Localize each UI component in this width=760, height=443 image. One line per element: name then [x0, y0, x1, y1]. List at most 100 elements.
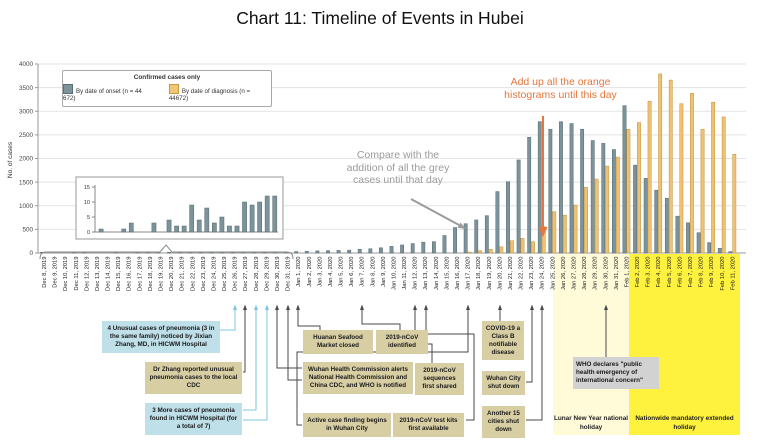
svg-text:Feb 6, 2020: Feb 6, 2020	[677, 257, 683, 288]
svg-text:Dec 21, 2019: Dec 21, 2019	[180, 257, 186, 291]
svg-text:Jan 25, 2020: Jan 25, 2020	[550, 257, 556, 291]
svg-text:Dec 10, 2019: Dec 10, 2019	[63, 257, 69, 291]
svg-text:4000: 4000	[19, 61, 34, 68]
svg-text:Dec 26, 2019: Dec 26, 2019	[233, 257, 239, 291]
orange-annotation-line1: Add up all the orange	[510, 76, 611, 88]
svg-text:Dec 29, 2019: Dec 29, 2019	[264, 257, 270, 291]
extended-holiday-label: Nationwide mandatory extended holiday	[635, 415, 734, 431]
grey-annotation-line1: Compare with the	[356, 149, 440, 161]
svg-text:5: 5	[87, 215, 90, 221]
svg-text:Jan 31, 2020: Jan 31, 2020	[614, 257, 620, 291]
svg-text:Jan 11, 2020: Jan 11, 2020	[402, 257, 408, 290]
svg-text:0: 0	[87, 230, 90, 236]
svg-text:Feb 1, 2020: Feb 1, 2020	[624, 257, 630, 288]
brace	[39, 244, 294, 260]
svg-text:Dec 23, 2019: Dec 23, 2019	[201, 257, 207, 291]
svg-text:Jan 29, 2020: Jan 29, 2020	[593, 257, 599, 291]
svg-text:Jan 2, 2020: Jan 2, 2020	[307, 257, 313, 287]
legend-diagnosis-label: By date of diagnosis (n = 44672)	[168, 88, 251, 102]
event-box-whc-alerts: Wuhan Health Commission alerts National …	[303, 362, 413, 394]
legend-onset-label: By date of onset (n = 44 672)	[63, 88, 142, 102]
svg-text:Dec 8, 2019: Dec 8, 2019	[42, 257, 48, 288]
svg-text:Jan 15, 2020: Jan 15, 2020	[444, 257, 450, 291]
svg-text:Jan 8, 2020: Jan 8, 2020	[370, 257, 376, 287]
svg-text:Jan 30, 2020: Jan 30, 2020	[603, 257, 609, 291]
svg-text:Jan 20, 2020: Jan 20, 2020	[497, 257, 503, 291]
event-box-zhang-report: Dr Zhang reported unusual pneumonia case…	[145, 362, 242, 394]
svg-text:Jan 4, 2020: Jan 4, 2020	[328, 257, 334, 287]
event-box-wuhan-shutdown: Wuhan City shut down	[482, 371, 525, 395]
svg-text:3000: 3000	[19, 108, 34, 115]
svg-text:Dec 19, 2019: Dec 19, 2019	[158, 257, 164, 291]
svg-text:Jan 12, 2020: Jan 12, 2020	[413, 257, 419, 291]
svg-text:Dec 18, 2019: Dec 18, 2019	[148, 257, 154, 291]
grey-annotation: Compare with the addition of all the gre…	[328, 149, 468, 187]
event-box-unusual-cases: 4 Unusual cases of pneumonia (3 in the s…	[102, 321, 220, 353]
svg-text:Feb 4, 2020: Feb 4, 2020	[656, 257, 662, 288]
svg-text:Jan 16, 2020: Jan 16, 2020	[455, 257, 461, 291]
event-box-test-kits: 2019-nCoV test kits first available	[393, 413, 464, 437]
svg-text:Jan 18, 2020: Jan 18, 2020	[476, 257, 482, 291]
svg-text:Dec 31, 2019: Dec 31, 2019	[286, 257, 292, 291]
svg-text:Dec 17, 2019: Dec 17, 2019	[137, 257, 143, 291]
svg-text:Dec 25, 2019: Dec 25, 2019	[222, 257, 228, 291]
svg-text:Jan 9, 2020: Jan 9, 2020	[381, 257, 387, 287]
svg-text:500: 500	[22, 227, 33, 234]
svg-text:2500: 2500	[19, 132, 34, 139]
legend: Confirmed cases only By date of onset (n…	[62, 70, 272, 107]
y-axis-label: No. of cases	[7, 141, 14, 178]
svg-text:Jan 28, 2020: Jan 28, 2020	[582, 257, 588, 291]
event-box-active-case-finding: Active case finding begins in Wuhan City	[303, 413, 391, 437]
svg-text:Dec 20, 2019: Dec 20, 2019	[169, 257, 175, 291]
svg-text:Jan 22, 2020: Jan 22, 2020	[519, 257, 525, 291]
svg-text:Jan 3, 2020: Jan 3, 2020	[317, 257, 323, 287]
onset-swatch-icon	[63, 84, 73, 94]
lunar-holiday-band	[553, 254, 629, 435]
svg-text:Feb 9, 2020: Feb 9, 2020	[709, 257, 715, 288]
svg-text:Dec 12, 2019: Dec 12, 2019	[84, 257, 90, 291]
svg-text:10: 10	[84, 200, 90, 206]
orange-annotation: Add up all the orange histograms until t…	[478, 76, 643, 101]
svg-text:3500: 3500	[19, 85, 34, 92]
svg-text:Feb 7, 2020: Feb 7, 2020	[688, 257, 694, 288]
legend-diagnosis-entry: By date of diagnosis (n = 44672)	[168, 84, 271, 102]
svg-text:1000: 1000	[19, 203, 34, 210]
svg-text:Jan 21, 2020: Jan 21, 2020	[508, 256, 514, 290]
svg-text:Dec 11, 2019: Dec 11, 2019	[74, 257, 80, 291]
svg-text:1500: 1500	[19, 179, 34, 186]
bars-onset	[40, 105, 733, 254]
svg-text:Feb 11, 2020: Feb 11, 2020	[730, 257, 736, 291]
svg-text:Dec 16, 2019: Dec 16, 2019	[127, 257, 133, 291]
svg-text:Jan 13, 2020: Jan 13, 2020	[423, 257, 429, 291]
svg-text:Jan 5, 2020: Jan 5, 2020	[339, 257, 345, 287]
extended-holiday-band	[629, 254, 740, 435]
svg-text:Jan 7, 2020: Jan 7, 2020	[360, 257, 366, 287]
event-connectors	[220, 304, 608, 426]
svg-text:Feb 3, 2020: Feb 3, 2020	[646, 257, 652, 288]
svg-text:2000: 2000	[19, 156, 34, 163]
svg-text:Dec 30, 2019: Dec 30, 2019	[275, 257, 281, 291]
svg-text:Feb 2, 2020: Feb 2, 2020	[635, 257, 641, 288]
event-box-who-pheic: WHO declares "public health emergency of…	[573, 357, 659, 389]
grey-annotation-line3: cases until that day	[353, 174, 443, 186]
svg-text:Dec 13, 2019: Dec 13, 2019	[95, 257, 101, 291]
svg-text:Dec 27, 2019: Dec 27, 2019	[243, 257, 249, 291]
svg-text:Dec 15, 2019: Dec 15, 2019	[116, 257, 122, 291]
svg-text:Feb 10, 2020: Feb 10, 2020	[720, 257, 726, 291]
grey-annotation-line2: addition of all the grey	[346, 161, 450, 174]
legend-items: By date of onset (n = 44 672) By date of…	[63, 84, 271, 102]
svg-text:Jan 14, 2020: Jan 14, 2020	[434, 257, 440, 291]
event-box-class-b: COVID-19 a Class B notifiable disease	[482, 321, 524, 361]
inset-chart: 0 5 10 15	[75, 176, 284, 240]
legend-onset-entry: By date of onset (n = 44 672)	[63, 84, 156, 102]
svg-text:Jan 6, 2020: Jan 6, 2020	[349, 257, 355, 287]
y-tick-labels: 0 500 1000 1500 2000 2500 3000 3500 4000 No. of c…	[7, 61, 33, 257]
chart-title: Chart 11: Timeline of Events in Hubei	[236, 8, 524, 28]
svg-text:Dec 9, 2019: Dec 9, 2019	[53, 257, 59, 288]
svg-text:Jan 23, 2020: Jan 23, 2020	[529, 257, 535, 291]
svg-text:15: 15	[84, 185, 90, 191]
svg-text:Feb 5, 2020: Feb 5, 2020	[667, 257, 673, 288]
svg-text:Feb 8, 2020: Feb 8, 2020	[699, 257, 705, 288]
svg-text:Dec 24, 2019: Dec 24, 2019	[211, 257, 217, 291]
